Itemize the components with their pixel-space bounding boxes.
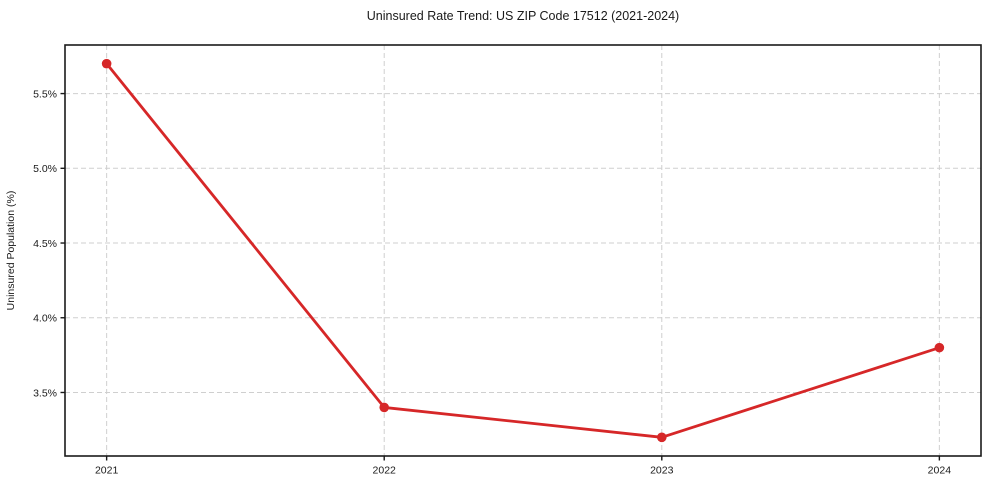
y-tick-label: 4.5% <box>33 238 57 250</box>
x-tick-label: 2023 <box>650 465 674 477</box>
y-tick-label: 5.0% <box>33 163 57 175</box>
x-tick-label: 2024 <box>928 465 952 477</box>
y-tick-label: 4.0% <box>33 313 57 325</box>
plot-border <box>64 44 982 457</box>
trend-line <box>105 62 941 439</box>
data-point-2023 <box>656 432 667 443</box>
data-point-2022 <box>379 402 390 413</box>
x-tick-label: 2021 <box>95 465 119 477</box>
axis-ticks: 3.5% 4.0% 4.5% 5.0% 5.5% 2021 2022 2023 2024 <box>33 88 951 476</box>
y-tick-label: 5.5% <box>33 88 57 100</box>
data-point-2021 <box>101 58 112 69</box>
data-series <box>101 58 945 443</box>
y-axis-label: Uninsured Population (%) <box>5 191 17 311</box>
chart-title: Uninsured Rate Trend: US ZIP Code 17512 … <box>367 9 679 23</box>
data-point-2024 <box>934 342 945 353</box>
gridlines <box>65 45 981 456</box>
x-tick-label: 2022 <box>373 465 397 477</box>
y-tick-label: 3.5% <box>33 387 57 399</box>
